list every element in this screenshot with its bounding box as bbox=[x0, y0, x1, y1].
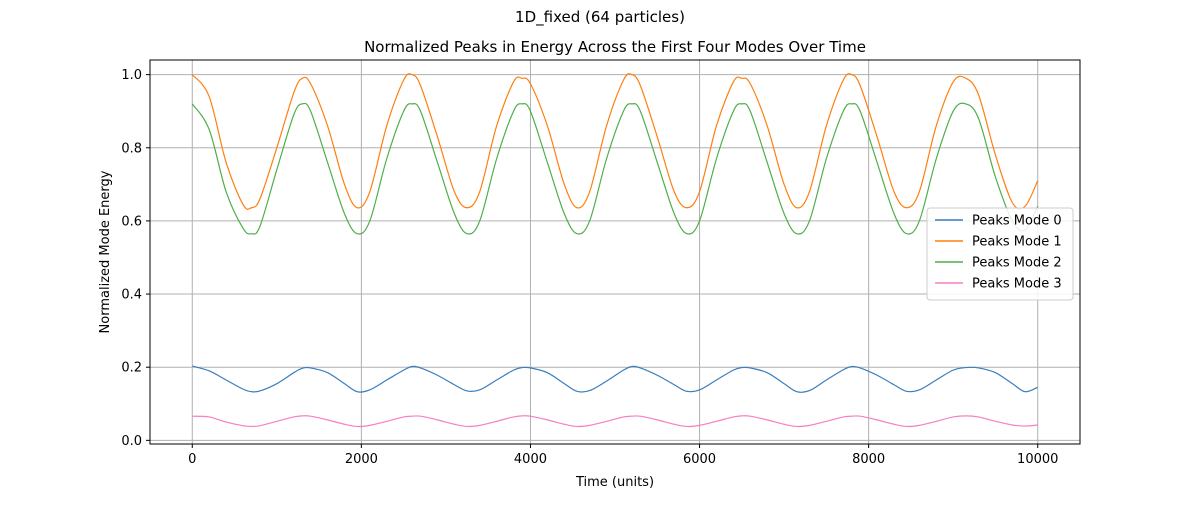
series-layer bbox=[191, 73, 1039, 428]
figure-suptitle: 1D_fixed (64 particles) bbox=[515, 8, 685, 27]
y-tick-label: 1.0 bbox=[121, 68, 142, 83]
series-line-mode-1 bbox=[191, 73, 1039, 210]
x-tick-label: 2000 bbox=[345, 452, 378, 467]
x-tick-label: 4000 bbox=[514, 452, 547, 467]
tick-layer: 0 2000 4000 6000 8000 10000 0.0 0.2 0.4 0.6 0.8 1.0 bbox=[121, 68, 1058, 467]
series-line-mode-0 bbox=[192, 365, 1038, 393]
series-line-mode-3 bbox=[192, 415, 1038, 428]
legend-box bbox=[926, 207, 1074, 301]
legend-entry-label: Peaks Mode 0 bbox=[972, 214, 1062, 229]
y-tick-label: 0.4 bbox=[121, 288, 142, 303]
legend-entry-label: Peaks Mode 2 bbox=[972, 256, 1062, 271]
y-tick-label: 0.6 bbox=[121, 214, 142, 229]
x-axis-label: Time (units) bbox=[575, 475, 654, 490]
y-tick-label: 0.8 bbox=[121, 141, 142, 156]
chart-title: Normalized Peaks in Energy Across the Fi… bbox=[364, 38, 866, 56]
y-axis-label: Normalized Mode Energy bbox=[98, 170, 113, 333]
x-tick-label: 0 bbox=[188, 452, 196, 467]
x-tick-label: 10000 bbox=[1017, 452, 1058, 467]
x-tick-label: 8000 bbox=[852, 452, 885, 467]
legend-entry-label: Peaks Mode 3 bbox=[972, 277, 1062, 292]
plot-frame bbox=[149, 59, 1081, 445]
y-tick-label: 0.2 bbox=[121, 361, 142, 376]
series-line-mode-2 bbox=[191, 102, 1039, 235]
legend: Peaks Mode 0 Peaks Mode 1 Peaks Mode 2 Peak… bbox=[926, 207, 1074, 301]
legend-entry-label: Peaks Mode 1 bbox=[972, 235, 1062, 250]
y-tick-label: 0.0 bbox=[121, 434, 142, 449]
x-tick-label: 6000 bbox=[683, 452, 716, 467]
